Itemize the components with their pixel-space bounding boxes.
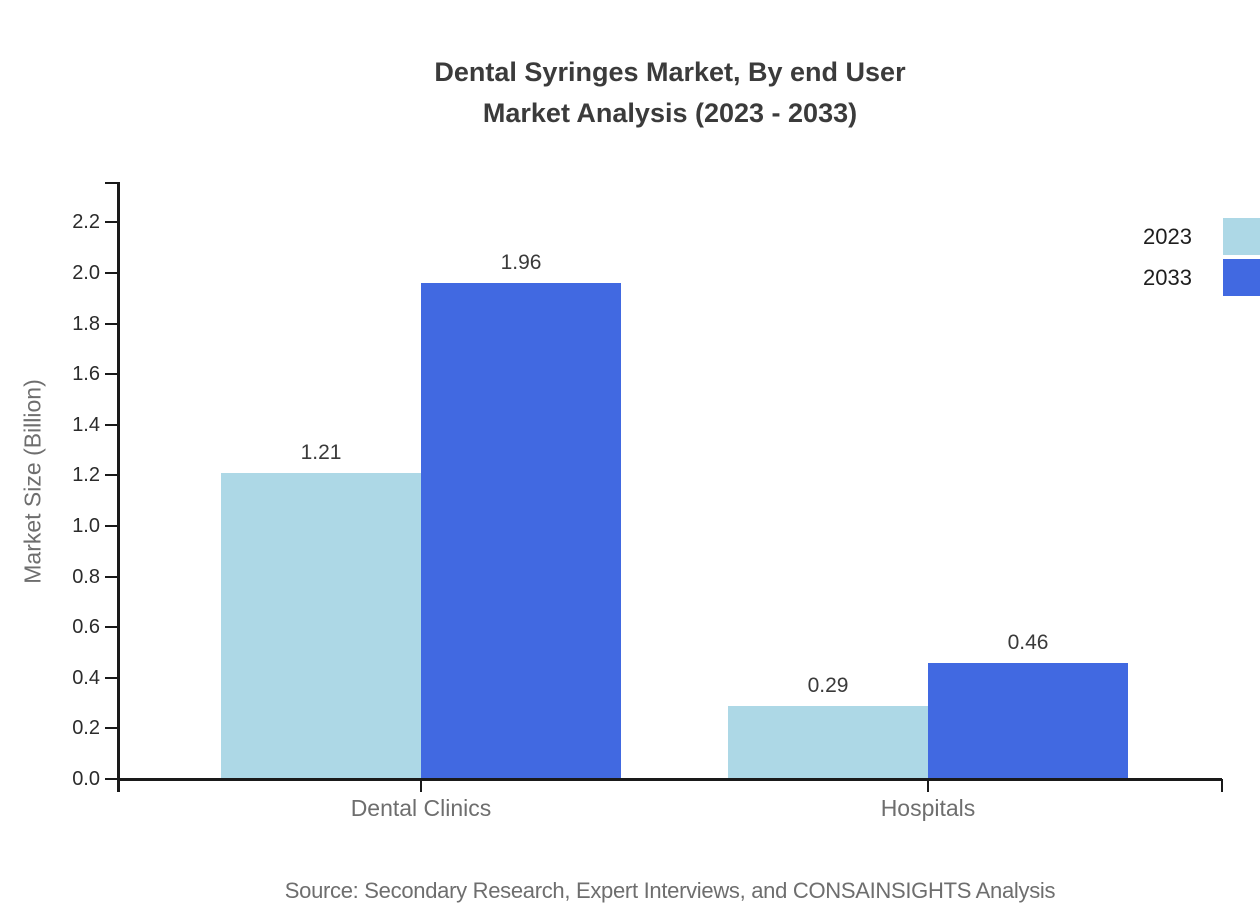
y-tick — [105, 626, 118, 629]
y-tick — [105, 373, 118, 376]
y-tick-label: 1.2 — [72, 464, 100, 487]
y-axis-top-cap — [105, 182, 118, 184]
y-tick-label: 0.6 — [72, 616, 100, 639]
y-tick — [105, 525, 118, 527]
y-tick-label: 0.8 — [72, 565, 100, 588]
bar-2023-dental-clinics — [221, 472, 421, 779]
y-tick — [105, 575, 118, 578]
y-tick-label: 1.0 — [72, 515, 100, 537]
x-tick — [927, 779, 929, 792]
legend-row-2023: 2023 — [1100, 218, 1260, 255]
y-tick-label: 2.0 — [72, 262, 100, 284]
chart-title: Dental Syringes Market, By end User Mark… — [80, 52, 1260, 134]
y-axis-title: Market Size (Billion) — [19, 379, 46, 584]
y-tick — [105, 322, 118, 325]
y-tick — [105, 423, 118, 426]
chart-title-line-1: Dental Syringes Market, By end User — [434, 57, 906, 87]
x-category-label-dental-clinics: Dental Clinics — [350, 795, 492, 821]
value-label-2023-1: 0.29 — [807, 673, 849, 697]
x-category-label-hospitals: Hospitals — [880, 795, 976, 821]
value-label-2033-1: 0.46 — [1007, 630, 1049, 654]
legend: 2023 2033 — [1100, 218, 1260, 300]
x-axis-line — [118, 777, 1222, 781]
y-tick-label: 1.8 — [72, 312, 100, 335]
y-tick-label: 2.2 — [72, 211, 100, 234]
legend-swatch-2023 — [1223, 218, 1260, 255]
bar-2033-dental-clinics — [421, 283, 621, 779]
bar-2023-hospitals — [728, 705, 928, 779]
source-attribution: Source: Secondary Research, Expert Inter… — [284, 878, 1056, 903]
y-tick — [105, 676, 118, 679]
y-tick — [105, 474, 118, 477]
legend-label-2023: 2023 — [1143, 224, 1192, 249]
legend-row-2033: 2033 — [1100, 259, 1260, 296]
bar-2033-hospitals — [928, 662, 1128, 779]
y-tick-label: 1.4 — [72, 413, 100, 436]
y-tick-label: 0.0 — [72, 768, 100, 790]
x-tick — [420, 779, 422, 792]
value-label-2023-0: 1.21 — [300, 440, 342, 464]
legend-label-2033: 2033 — [1143, 265, 1192, 290]
y-tick — [105, 727, 118, 730]
x-tick — [1221, 779, 1223, 792]
legend-swatch-2033 — [1223, 259, 1260, 296]
y-tick-label: 1.6 — [72, 363, 100, 386]
value-label-2033-0: 1.96 — [500, 251, 542, 275]
y-tick — [105, 778, 118, 780]
y-tick-label: 0.2 — [72, 717, 100, 740]
chart-title-line-2: Market Analysis (2023 - 2033) — [482, 98, 858, 128]
y-axis-line — [116, 182, 120, 792]
y-tick — [105, 221, 118, 224]
y-tick-label: 0.4 — [72, 666, 100, 689]
y-tick — [105, 272, 118, 274]
